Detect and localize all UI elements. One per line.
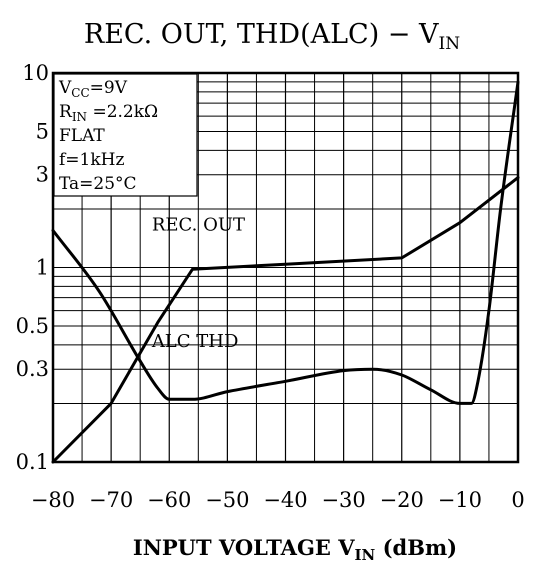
condition-text: f=1kHz xyxy=(59,150,124,170)
alc-thd-line xyxy=(51,80,520,405)
y-tick-label: 5 xyxy=(36,120,49,144)
x-tick-label: −60 xyxy=(147,488,191,512)
x-axis-label: INPUT VOLTAGE VIN (dBm) xyxy=(133,535,457,564)
x-tick-label: −80 xyxy=(31,488,75,512)
condition-text: RIN =2.2kΩ xyxy=(59,102,158,124)
series-layer xyxy=(51,80,520,464)
rec-out-label: REC. OUT xyxy=(152,214,245,235)
rec-out-line xyxy=(51,176,520,464)
chart-title: REC. OUT, THD(ALC) − VIN xyxy=(84,19,460,54)
y-tick-labels: 0.1 0.3 0.5 1 3 5 10 xyxy=(16,61,49,474)
condition-text: VCC=9V xyxy=(58,78,128,100)
x-tick-label: −20 xyxy=(380,488,424,512)
y-tick-label: 3 xyxy=(36,163,49,187)
x-tick-label: −30 xyxy=(321,488,365,512)
grid xyxy=(53,73,518,462)
x-tick-labels: −80 −70 −60 −50 −40 −30 −20 −10 0 xyxy=(31,488,525,512)
y-tick-label: 0.3 xyxy=(16,357,49,381)
x-tick-label: 0 xyxy=(511,488,524,512)
plot-frame xyxy=(51,71,520,464)
condition-text: Ta=25°C xyxy=(59,174,137,194)
x-tick-label: −40 xyxy=(263,488,307,512)
y-tick-label: 10 xyxy=(22,61,49,85)
x-tick-label: −10 xyxy=(438,488,482,512)
y-tick-label: 0.5 xyxy=(16,314,49,338)
y-tick-label: 1 xyxy=(36,256,49,280)
condition-text: FLAT xyxy=(59,126,105,146)
series-labels: REC. OUT ALC THD xyxy=(151,214,245,352)
y-tick-label: 0.1 xyxy=(16,450,49,474)
x-tick-label: −70 xyxy=(89,488,133,512)
plot-border xyxy=(51,71,520,464)
alc-thd-label: ALC THD xyxy=(151,331,239,352)
x-tick-label: −50 xyxy=(205,488,249,512)
conditions-box-bg xyxy=(53,73,198,197)
